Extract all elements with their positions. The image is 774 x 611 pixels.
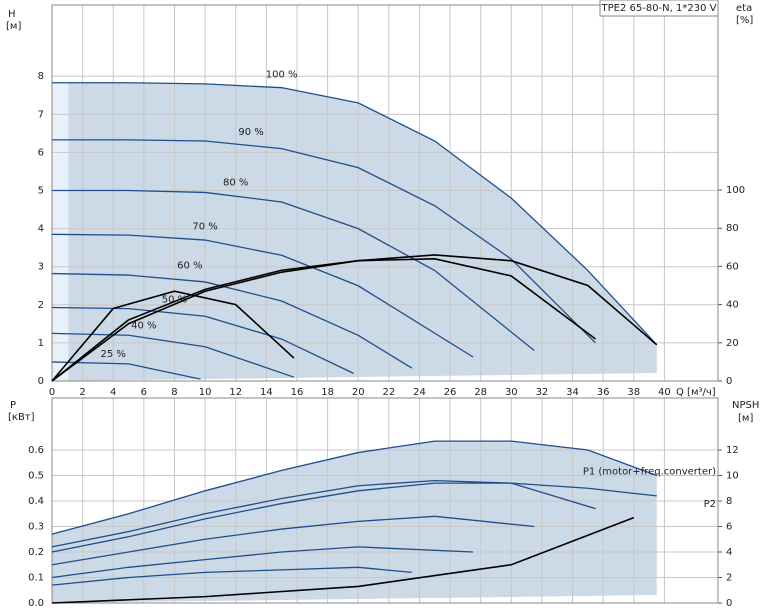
curve	[51, 566, 412, 586]
x-tick-label: 12	[229, 387, 242, 398]
x-tick-label: 32	[536, 387, 549, 398]
y-tick-label: 0.1	[28, 573, 44, 584]
x-tick-label: 24	[413, 387, 426, 398]
x-tick-label: 34	[566, 387, 579, 398]
y-tick-label: 0.6	[28, 445, 44, 456]
y2-tick-label: 12	[726, 445, 739, 456]
curve	[51, 332, 295, 378]
y-tick-label: 0.3	[28, 522, 44, 533]
x-tick-label: 40	[658, 387, 671, 398]
y2-tick-label: 0	[726, 376, 732, 387]
curve	[51, 306, 354, 374]
x-tick-label: 14	[260, 387, 273, 398]
curve	[52, 189, 535, 352]
curve-label: 40 %	[131, 320, 156, 331]
x-tick-label: 30	[505, 387, 518, 398]
y-tick-label: 1	[38, 338, 44, 349]
curve-label: 90 %	[238, 127, 263, 138]
y-tick-label: 6	[38, 147, 44, 158]
curve	[51, 290, 295, 382]
curve-label: 50 %	[162, 294, 187, 305]
y-tick-label: 0.2	[28, 547, 44, 558]
curve-label: 25 %	[101, 349, 126, 360]
y2-unit: [%]	[736, 15, 753, 26]
y2-tick-label: 100	[726, 185, 745, 196]
y-tick-label: 0.5	[28, 471, 44, 482]
title-box	[599, 0, 719, 17]
y-tick-label: 5	[38, 186, 44, 197]
x-tick-label: 22	[382, 387, 395, 398]
curve-label: 100 %	[266, 70, 298, 81]
y2-tick-label: 80	[726, 223, 739, 234]
curve-label: 80 %	[223, 178, 248, 189]
curve	[51, 482, 596, 553]
y-tick-label: 0.0	[28, 598, 44, 609]
y2-unit: [м]	[738, 413, 753, 424]
y-tick-label: 4	[38, 224, 44, 235]
operating-area	[52, 82, 657, 381]
y-label: H	[8, 9, 16, 20]
y2-tick-label: 40	[726, 300, 739, 311]
y2-tick-label: 10	[726, 471, 739, 482]
y2-label: NPSH	[732, 400, 759, 411]
y-label: P	[10, 400, 16, 411]
curve	[51, 233, 474, 358]
y2-tick-label: 60	[726, 261, 739, 272]
x-tick-label: 6	[141, 387, 147, 398]
x-tick-label: 10	[199, 387, 212, 398]
curve	[51, 272, 413, 369]
x-tick-label: 8	[171, 387, 177, 398]
x-tick-label: 16	[291, 387, 304, 398]
y-unit: [м]	[6, 21, 21, 32]
curve-label: 70 %	[192, 221, 217, 232]
x-tick-label: 26	[444, 387, 457, 398]
y-tick-label: 2	[38, 300, 44, 311]
x-label: Q [м³/ч]	[676, 387, 716, 398]
y-tick-label: 7	[38, 109, 44, 120]
curve	[51, 257, 596, 382]
curve-label: P1 (motor+freq.converter)	[583, 467, 716, 478]
curve-label: P2	[704, 499, 716, 510]
curve-label: 60 %	[177, 261, 202, 272]
x-tick-label: 28	[474, 387, 487, 398]
curve	[51, 479, 657, 548]
y2-tick-label: 6	[726, 522, 732, 533]
y-tick-label: 8	[38, 71, 44, 82]
chart-title: TPE2 65-80-N, 1*230 V	[601, 3, 717, 14]
y2-tick-label: 4	[726, 547, 732, 558]
x-tick-label: 36	[597, 387, 610, 398]
y2-tick-label: 2	[726, 573, 732, 584]
x-tick-label: 4	[110, 387, 116, 398]
y2-tick-label: 0	[726, 598, 732, 609]
y-tick-label: 0	[38, 376, 44, 387]
x-tick-label: 20	[352, 387, 365, 398]
low-flow-area	[52, 82, 69, 381]
curve	[51, 546, 474, 579]
x-tick-label: 38	[627, 387, 640, 398]
y-tick-label: 0.4	[28, 496, 44, 507]
curve	[51, 515, 535, 566]
curve	[52, 139, 596, 344]
x-tick-label: 2	[79, 387, 85, 398]
y-unit: [кВт]	[8, 412, 35, 423]
y2-label: eta	[736, 3, 752, 14]
y-tick-label: 3	[38, 262, 44, 273]
x-tick-label: 0	[49, 387, 55, 398]
curve	[51, 516, 635, 604]
curve	[51, 440, 657, 535]
x-tick-label: 18	[321, 387, 334, 398]
y2-tick-label: 20	[726, 338, 739, 349]
plot-frame	[51, 4, 719, 382]
plot-frame	[51, 397, 719, 604]
curve	[52, 82, 658, 346]
y2-tick-label: 8	[726, 496, 732, 507]
